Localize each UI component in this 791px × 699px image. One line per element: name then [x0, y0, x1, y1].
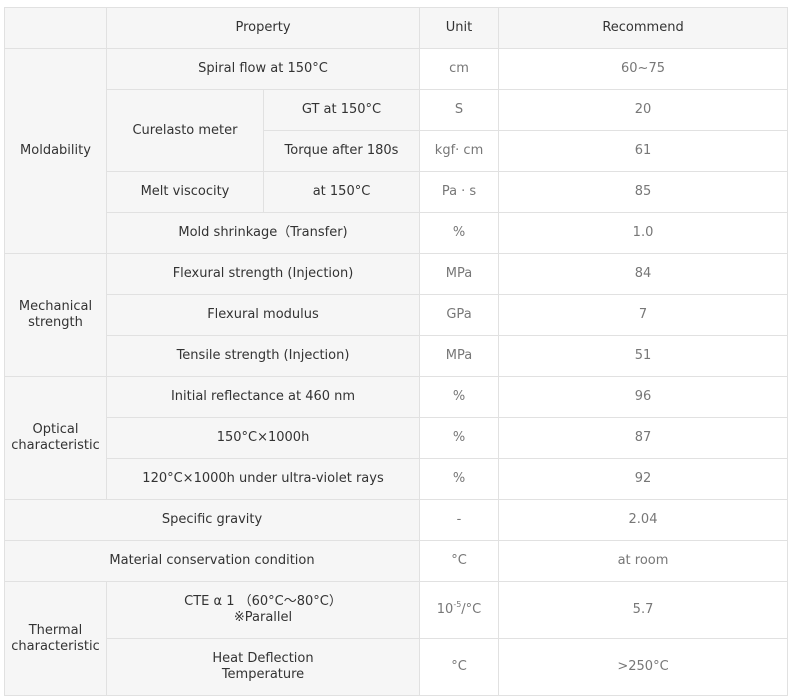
unit-cell: %: [419, 212, 500, 254]
value-cell: >250°C: [498, 638, 789, 696]
row-gt: Curelasto meter GT at 150°C S 20: [5, 89, 789, 172]
property-cell: 150°C×1000h: [105, 417, 421, 459]
value-cell: 20: [498, 89, 789, 131]
subgroup-curelasto: Curelasto meter: [106, 89, 264, 172]
property-cell: Specific gravity: [3, 499, 421, 541]
unit-cell: %: [419, 376, 500, 418]
row-melt-viscosity: Melt viscocity at 150°C Pa · s 85: [5, 171, 789, 213]
value-cell: 87: [498, 417, 789, 459]
property-cell: 120°C×1000h under ultra-violet rays: [105, 458, 421, 500]
unit-cell: kgf· cm: [419, 130, 500, 172]
header-unit: Unit: [419, 7, 500, 49]
row-initial-reflectance: Optical characteristic Initial reflectan…: [4, 376, 789, 500]
unit-cell: -: [419, 499, 500, 541]
unit-cell: °C: [419, 638, 500, 696]
unit-cell: cm: [419, 48, 500, 90]
unit-exponent: -5: [453, 600, 462, 609]
row-flexural-strength: Mechanical strength Flexural strength (I…: [4, 253, 789, 377]
property-cell: CTE α 1 （60°C～80°C） ※Parallel: [105, 581, 421, 639]
property-cell: Tensile strength (Injection): [105, 335, 421, 377]
value-cell: 60~75: [498, 48, 789, 90]
value-cell: 2.04: [498, 499, 789, 541]
subgroup-melt-viscosity: Melt viscocity: [106, 171, 264, 213]
property-cell: Material conservation condition: [3, 540, 421, 582]
group-thermal-characteristic: Thermal characteristic: [4, 581, 107, 696]
properties-table: Property Unit Recommend Moldability Spir…: [3, 7, 789, 696]
unit-cell: %: [419, 417, 500, 459]
value-cell: 1.0: [498, 212, 789, 254]
property-cell: Heat Deflection Temperature: [105, 638, 421, 696]
property-cell: Flexural modulus: [105, 294, 421, 336]
group-mechanical-strength: Mechanical strength: [4, 253, 107, 377]
unit-cell: MPa: [419, 335, 500, 377]
property-cell: GT at 150°C: [262, 89, 421, 131]
value-cell: 51: [498, 335, 789, 377]
property-cell: Initial reflectance at 460 nm: [105, 376, 421, 418]
row-uv-1000h: 120°C×1000h under ultra-violet rays % 92: [5, 458, 789, 500]
header-blank: [4, 7, 107, 49]
row-cte: Thermal characteristic CTE α 1 （60°C～80°…: [4, 581, 789, 696]
unit-cell: MPa: [419, 253, 500, 295]
value-cell: 85: [498, 171, 789, 213]
value-cell: 96: [498, 376, 789, 418]
value-cell: at room: [498, 540, 789, 582]
unit-cell: GPa: [419, 294, 500, 336]
unit-cell: 10-5/°C: [419, 581, 500, 639]
group-moldability: Moldability: [4, 48, 107, 254]
unit-base: 10: [436, 602, 454, 617]
row-torque: Torque after 180s kgf· cm 61: [5, 130, 789, 172]
value-cell: 92: [498, 458, 789, 500]
row-specific-gravity: Specific gravity - 2.04: [3, 499, 789, 541]
header-recommend: Recommend: [498, 7, 789, 49]
property-cell: Spiral flow at 150°C: [105, 48, 421, 90]
unit-cell: S: [419, 89, 500, 131]
row-mold-shrinkage: Mold shrinkage（Transfer) % 1.0: [5, 212, 789, 254]
row-flexural-modulus: Flexural modulus GPa 7: [5, 294, 789, 336]
group-optical-characteristic: Optical characteristic: [4, 376, 107, 500]
value-cell: 7: [498, 294, 789, 336]
row-spiral-flow: Moldability Spiral flow at 150°C cm 60~7…: [4, 48, 789, 254]
unit-cell: %: [419, 458, 500, 500]
value-cell: 5.7: [498, 581, 789, 639]
unit-cell: °C: [419, 540, 500, 582]
property-cell: Mold shrinkage（Transfer): [105, 212, 421, 254]
property-cell: Flexural strength (Injection): [105, 253, 421, 295]
row-conservation-condition: Material conservation condition °C at ro…: [3, 540, 789, 582]
row-heat-1000h: 150°C×1000h % 87: [5, 417, 789, 459]
header-property: Property: [105, 7, 421, 49]
row-tensile-strength: Tensile strength (Injection) MPa 51: [5, 335, 789, 377]
value-cell: 61: [498, 130, 789, 172]
unit-cell: Pa · s: [419, 171, 500, 213]
value-cell: 84: [498, 253, 789, 295]
row-heat-deflection: Heat Deflection Temperature °C >250°C: [5, 638, 789, 696]
unit-tail: /°C: [461, 602, 482, 617]
property-cell: Torque after 180s: [262, 130, 421, 172]
property-cell: at 150°C: [262, 171, 421, 213]
header-row: Property Unit Recommend: [4, 7, 789, 49]
